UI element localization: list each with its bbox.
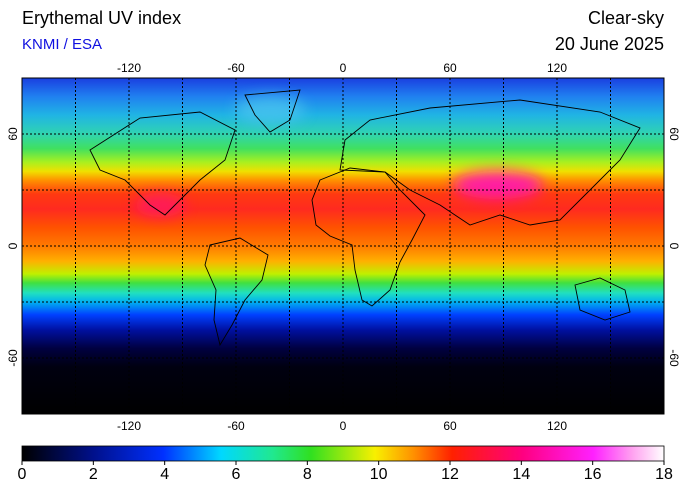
greenland-low [235,96,305,124]
colorbar-label: 10 [370,466,388,483]
colorbar-label: 6 [232,466,241,483]
colorbar-label: 0 [18,466,27,483]
date: 20 June 2025 [555,34,664,54]
title: Erythemal UV index [22,8,181,28]
colorbar-label: 2 [89,466,98,483]
lon-label-top: 0 [340,61,347,75]
map-field [22,78,664,414]
map-frame [21,77,665,415]
lon-label-top: 60 [443,61,457,75]
colorbar-label: 14 [512,466,530,483]
condition: Clear-sky [588,8,664,28]
lat-label-right: -60 [667,349,681,367]
lat-label-right: 0 [667,243,681,250]
lon-label-bottom: 120 [547,419,567,433]
lon-label-bottom: 60 [443,419,457,433]
lat-label-left: 0 [6,242,20,249]
source: KNMI / ESA [22,36,102,53]
lon-label-top: -60 [227,61,245,75]
lat-label-left: -60 [6,349,20,367]
colorbar-label: 16 [584,466,602,483]
lon-label-bottom: 0 [340,419,347,433]
colorbar-label: 4 [160,466,169,483]
tibet-high [453,171,543,199]
lat-label-right: 60 [667,127,681,141]
colorbar-label: 8 [303,466,312,483]
lat-label-left: 60 [6,127,20,141]
lon-label-top: -120 [117,61,141,75]
lon-label-bottom: -120 [117,419,141,433]
colorbar [21,445,665,462]
mexico-high [135,193,185,217]
colorbar-label: 18 [655,466,673,483]
lon-label-top: 120 [547,61,567,75]
lon-label-bottom: -60 [227,419,245,433]
colorbar-label: 12 [441,466,459,483]
graticule [22,78,664,414]
